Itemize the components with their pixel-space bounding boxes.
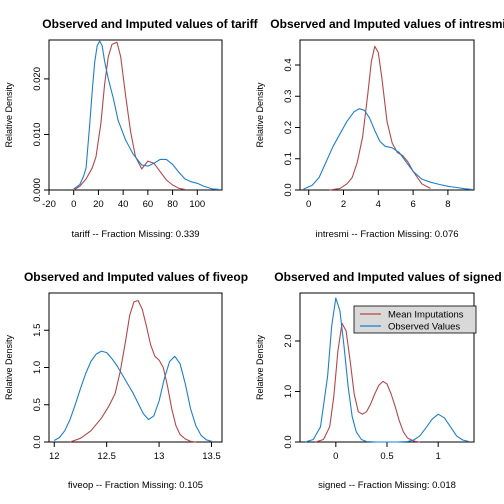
intresmi-y-tick-label: 0.2 <box>283 121 294 134</box>
tariff-density-panel: Observed and Imputed values of tariff tar… <box>4 17 259 240</box>
signed-y-tick-label: 1.0 <box>283 385 294 398</box>
intresmi-y-tick-label: 0.4 <box>283 58 294 71</box>
tariff-y-axis: 0.000 0.010 0.020 <box>32 67 49 202</box>
legend-box <box>353 305 477 334</box>
tariff-x-tick-label: 0 <box>71 199 76 210</box>
fiveop-x-axis: 12 12.5 13 13.5 <box>49 442 221 462</box>
tariff-observed-density-line <box>73 40 220 190</box>
intresmi-y-tick-label: 0.3 <box>283 90 294 103</box>
intresmi-x-tick-label: 8 <box>445 199 450 210</box>
signed-y-tick-label: 0.0 <box>283 435 294 448</box>
intresmi-observed-density-line <box>303 108 473 190</box>
signed-y-tick-label: 2.0 <box>283 334 294 347</box>
tariff-x-tick-label: 60 <box>143 199 154 210</box>
tariff-y-tick-label: 0.020 <box>32 67 43 91</box>
fiveop-x-tick-label: 12.5 <box>97 451 116 462</box>
signed-x-axis-label: signed -- Fraction Missing: 0.018 <box>318 480 456 491</box>
tariff-y-axis-label: Relative Density <box>4 82 14 148</box>
signed-density-panel: Observed and Imputed values of signed sig… <box>255 270 502 491</box>
signed-x-tick-label: 1 <box>436 451 441 462</box>
fiveop-imputed-density-line <box>69 299 196 443</box>
tariff-x-axis: -20 0 20 40 60 80 100 <box>42 190 205 210</box>
signed-observed-density-line <box>304 297 470 443</box>
fiveop-x-axis-label: fiveop -- Fraction Missing: 0.105 <box>68 480 203 491</box>
fiveop-y-tick-label: 0.5 <box>32 398 43 411</box>
fiveop-y-axis: 0.0 0.5 1.0 1.5 <box>32 324 49 449</box>
signed-x-tick-label: 0.5 <box>380 451 393 462</box>
signed-chart-title: Observed and Imputed values of signed <box>274 270 501 284</box>
legend-entry-mean-imputations: Mean Imputations <box>388 310 464 321</box>
fiveop-plot-frame <box>48 292 223 443</box>
signed-imputed-density-line <box>315 322 420 443</box>
fiveop-x-tick-label: 12 <box>49 451 60 462</box>
tariff-chart-title: Observed and Imputed values of tariff <box>42 17 258 31</box>
intresmi-x-tick-label: 4 <box>376 199 381 210</box>
intresmi-y-tick-label: 0.1 <box>283 152 294 165</box>
fiveop-y-tick-label: 0.0 <box>32 435 43 448</box>
tariff-imputed-density-line <box>73 41 185 191</box>
intresmi-x-tick-label: 2 <box>341 199 346 210</box>
tariff-x-tick-label: 100 <box>189 199 205 210</box>
intresmi-density-panel: Observed and Imputed values of intresmi i… <box>255 17 504 240</box>
legend-entry-observed-values: Observed Values <box>388 322 460 333</box>
intresmi-y-tick-label: 0.0 <box>283 183 294 196</box>
tariff-x-tick-label: -20 <box>42 199 56 210</box>
intresmi-y-axis: 0.0 0.1 0.2 0.3 0.4 <box>283 58 300 197</box>
intresmi-x-tick-label: 0 <box>306 199 311 210</box>
tariff-x-axis-label: tariff -- Fraction Missing: 0.339 <box>71 229 199 240</box>
intresmi-chart-title: Observed and Imputed values of intresmi <box>270 17 504 31</box>
tariff-x-tick-label: 20 <box>93 199 104 210</box>
intresmi-y-axis-label: Relative Density <box>255 82 265 148</box>
fiveop-y-tick-label: 1.0 <box>32 361 43 374</box>
tariff-y-tick-label: 0.000 <box>32 178 43 202</box>
fiveop-x-tick-label: 13 <box>154 451 165 462</box>
tariff-y-tick-label: 0.010 <box>32 123 43 147</box>
intresmi-x-axis-label: intresmi -- Fraction Missing: 0.076 <box>315 229 458 240</box>
signed-x-axis: 0 0.5 1 <box>333 442 441 462</box>
signed-x-tick-label: 0 <box>333 451 338 462</box>
tariff-x-tick-label: 80 <box>167 199 178 210</box>
intresmi-imputed-density-line <box>329 45 431 191</box>
fiveop-observed-density-line <box>53 350 212 442</box>
fiveop-y-tick-label: 1.5 <box>32 324 43 337</box>
fiveop-density-panel: Observed and Imputed values of fiveop fiv… <box>4 270 248 491</box>
signed-y-axis-label: Relative Density <box>255 334 265 400</box>
fiveop-y-axis-label: Relative Density <box>4 334 14 400</box>
intresmi-x-axis: 0 2 4 6 8 <box>306 190 451 210</box>
fiveop-chart-title: Observed and Imputed values of fiveop <box>24 270 248 284</box>
tariff-plot-frame <box>48 39 223 191</box>
intresmi-plot-frame <box>299 39 475 191</box>
fiveop-x-tick-label: 13.5 <box>202 451 221 462</box>
tariff-x-tick-label: 40 <box>118 199 129 210</box>
signed-y-axis: 0.0 1.0 2.0 <box>283 334 300 449</box>
intresmi-x-tick-label: 6 <box>410 199 415 210</box>
